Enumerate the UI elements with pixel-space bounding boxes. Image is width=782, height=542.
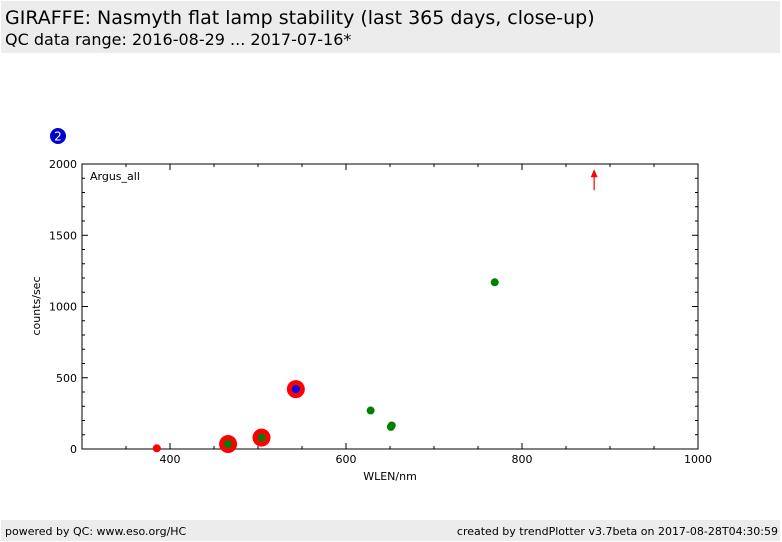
badge-circle — [50, 128, 66, 144]
x-tick-label: 1000 — [684, 453, 712, 466]
out-of-range-arrow-head — [590, 169, 598, 178]
x-tick-label: 800 — [512, 453, 533, 466]
data-marks — [152, 169, 598, 454]
data-point — [152, 444, 161, 453]
y-tick-label: 0 — [70, 443, 77, 456]
panel-label: Argus_all — [90, 170, 140, 183]
y-tick-label: 1000 — [49, 301, 77, 314]
badge-number: 2 — [54, 130, 62, 144]
panel-number-badge: 2 — [50, 128, 66, 144]
header-panel: GIRAFFE: Nasmyth flat lamp stability (la… — [1, 1, 780, 53]
plot-frame — [81, 163, 699, 450]
data-point — [224, 440, 233, 449]
y-tick-label: 500 — [56, 372, 77, 385]
axis-ticks: 400 600 800 1000 0 500 1000 1500 2000 — [49, 158, 712, 466]
footer-generator: created by trendPlotter v3.7beta on 2017… — [456, 525, 778, 538]
page-title: GIRAFFE: Nasmyth flat lamp stability (la… — [5, 7, 595, 29]
y-tick-label: 1500 — [49, 229, 77, 242]
data-point — [257, 433, 266, 442]
data-point — [366, 406, 375, 415]
y-tick-label: 2000 — [49, 158, 77, 171]
data-point — [387, 421, 396, 430]
data-range-subtitle: QC data range: 2016-08-29 ... 2017-07-16… — [5, 30, 352, 49]
x-tick-label: 600 — [336, 453, 357, 466]
data-point — [490, 278, 499, 287]
data-point — [291, 385, 300, 394]
x-axis-label: WLEN/nm — [363, 470, 417, 483]
x-tick-label: 400 — [160, 453, 181, 466]
footer-panel: powered by QC: www.eso.org/HC created by… — [1, 520, 780, 541]
y-axis-label: counts/sec — [30, 276, 43, 335]
footer-credit: powered by QC: www.eso.org/HC — [5, 525, 187, 538]
